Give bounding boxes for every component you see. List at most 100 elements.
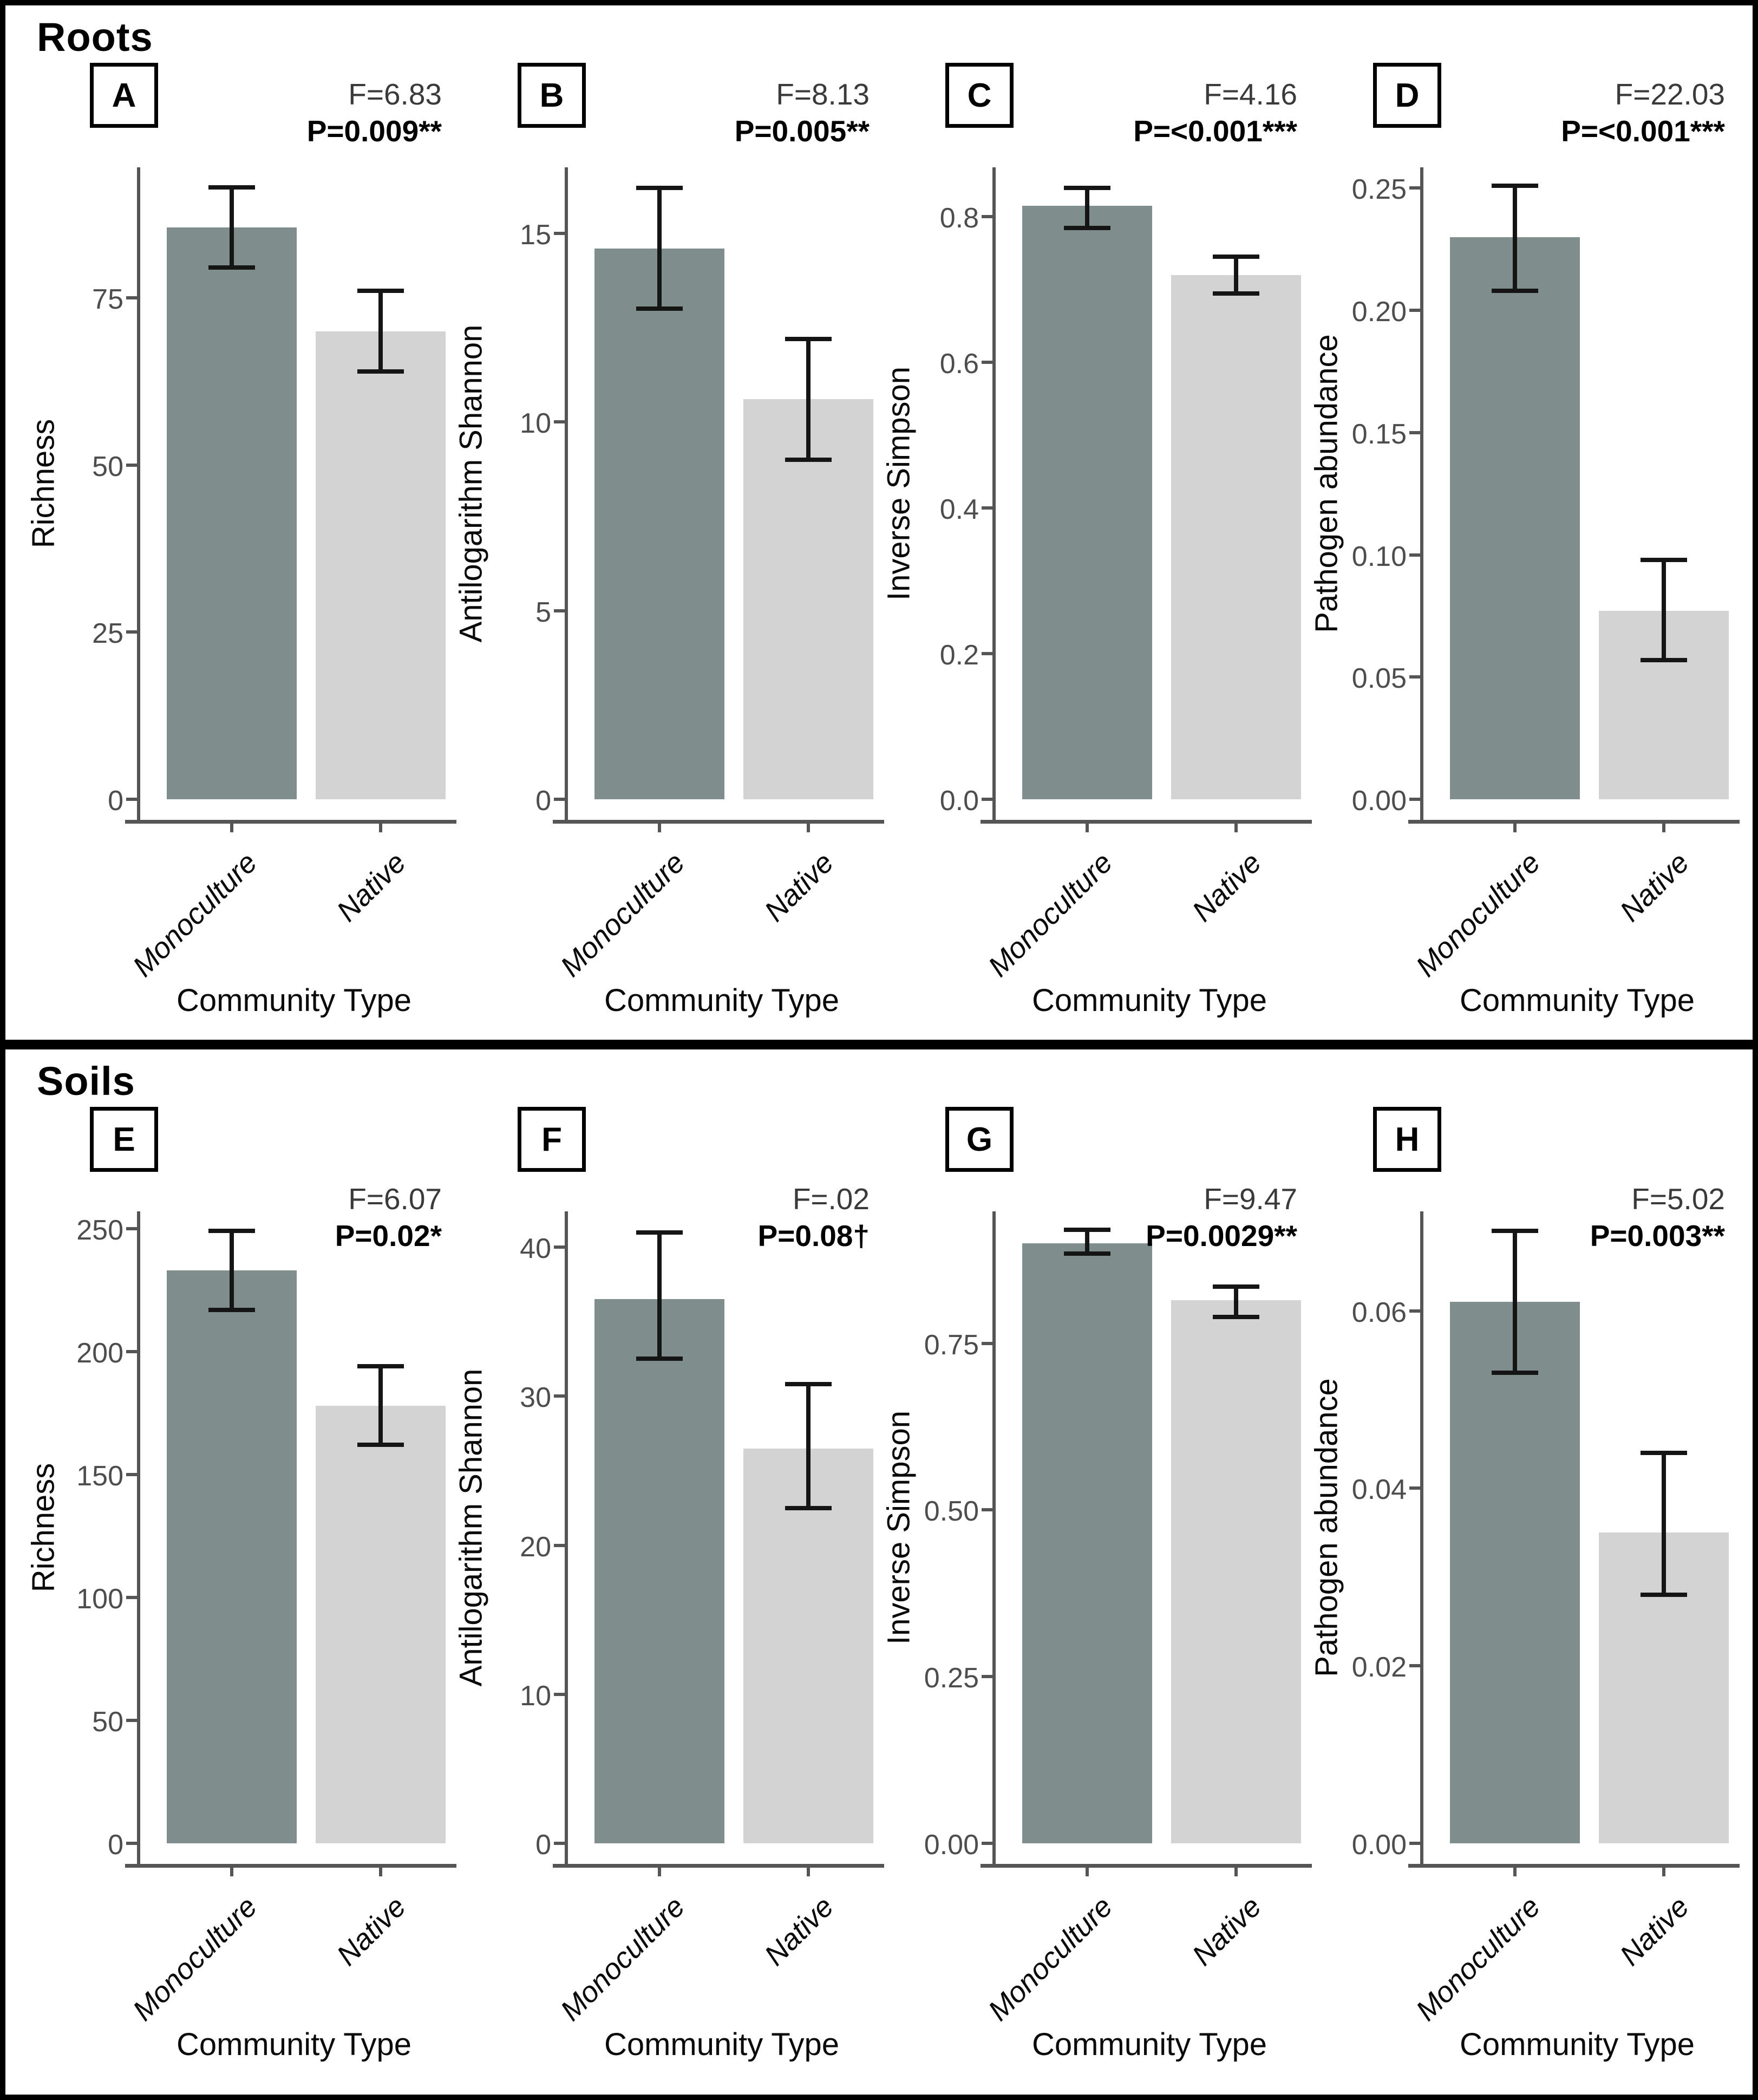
x-axis-line	[981, 820, 1312, 824]
y-tick-mark	[554, 1692, 565, 1696]
panel-label-box: B	[518, 63, 586, 128]
error-bar-cap-bottom	[1641, 1593, 1687, 1597]
x-axis-title: Community Type	[1031, 2027, 1267, 2062]
y-tick-mark	[982, 1341, 992, 1345]
y-tick-label: 50	[92, 451, 123, 482]
error-bar-stem	[806, 339, 811, 460]
p-value: P=0.08†	[757, 1219, 870, 1253]
y-tick-mark	[126, 1718, 137, 1722]
error-bar-cap-bottom	[1492, 288, 1538, 293]
error-bar-cap-top	[636, 186, 683, 191]
y-axis-line	[1420, 167, 1423, 824]
x-tick-label-monoculture: Monoculture	[1409, 846, 1547, 983]
y-tick-mark	[1409, 1309, 1420, 1313]
y-tick-mark	[1409, 431, 1420, 434]
x-axis-line	[125, 1864, 456, 1868]
panel-letter: H	[1395, 1120, 1420, 1158]
y-axis-line	[137, 1211, 140, 1868]
y-tick-mark	[1409, 309, 1420, 312]
x-tick-mark	[379, 1868, 382, 1876]
y-tick-mark	[1409, 675, 1420, 679]
x-tick-mark	[1086, 1868, 1089, 1876]
x-axis-line	[1408, 820, 1740, 824]
error-bar-cap-top	[785, 337, 832, 341]
x-axis-title: Community Type	[176, 983, 412, 1018]
panel-label-box: G	[945, 1107, 1014, 1172]
panel-letter: C	[967, 76, 992, 114]
y-tick-mark	[982, 506, 992, 510]
y-tick-mark	[982, 215, 992, 219]
x-tick-mark	[379, 824, 382, 832]
x-tick-mark	[807, 824, 810, 832]
y-axis-title: Inverse Simpson	[881, 366, 917, 601]
y-tick-mark	[1409, 1486, 1420, 1490]
x-tick-label-native: Native	[758, 1890, 840, 1972]
error-bar-stem	[657, 188, 662, 309]
bar-native	[316, 1405, 446, 1843]
panel-C: C F=4.16 P=<0.001*** Inverse Simpson 0.0 0.2 0…	[876, 62, 1312, 1036]
x-tick-label-monoculture: Monoculture	[1409, 1890, 1547, 2027]
y-tick-mark	[554, 609, 565, 612]
y-tick-mark	[1409, 798, 1420, 801]
y-tick-label: 200	[76, 1337, 123, 1369]
x-tick-label-monoculture: Monoculture	[982, 1890, 1119, 2027]
y-axis-title: Inverse Simpson	[881, 1410, 917, 1645]
section-title-soils: Soils	[37, 1059, 135, 1104]
panel-label-box: H	[1373, 1107, 1441, 1172]
y-tick-label: 0.25	[924, 1662, 979, 1694]
error-bar-cap-bottom	[1492, 1371, 1538, 1375]
y-tick-mark	[126, 296, 137, 299]
error-bar-cap-top	[1064, 185, 1110, 190]
y-tick-mark	[554, 1543, 565, 1547]
p-value: P=0.009**	[306, 114, 442, 148]
panel-letter: A	[112, 76, 136, 114]
y-tick-label: 25	[92, 618, 123, 650]
error-bar-cap-top	[1492, 1229, 1538, 1234]
error-bar-stem	[1234, 1287, 1238, 1317]
panel-H: H F=5.02 P=0.003** Pathogen abundance 0.00 0.…	[1304, 1106, 1740, 2081]
p-value: P=0.0029**	[1146, 1219, 1297, 1253]
bar-monoculture	[1022, 206, 1152, 799]
f-statistic: F=6.07	[348, 1182, 442, 1216]
error-bar-stem	[230, 187, 234, 268]
error-bar-cap-bottom	[785, 457, 832, 462]
y-axis-line	[992, 1211, 996, 1868]
y-tick-label: 0.10	[1351, 540, 1407, 572]
x-axis-line	[1408, 1864, 1740, 1868]
y-tick-label: 15	[520, 219, 551, 251]
y-tick-mark	[554, 420, 565, 424]
panel-letter: G	[966, 1120, 993, 1158]
x-tick-label-monoculture: Monoculture	[126, 846, 264, 983]
y-tick-label: 0.2	[939, 640, 979, 671]
error-bar-cap-top	[208, 1229, 255, 1234]
x-tick-mark	[658, 824, 661, 832]
y-tick-label: 0	[108, 1829, 123, 1861]
error-bar-stem	[230, 1231, 234, 1310]
y-tick-label: 0.25	[1351, 174, 1407, 206]
panel-label-box: F	[518, 1107, 586, 1172]
y-tick-label: 0.00	[1351, 785, 1407, 817]
x-axis-line	[981, 1864, 1312, 1868]
x-tick-label-monoculture: Monoculture	[554, 1890, 691, 2027]
bar-native	[743, 1448, 873, 1843]
y-tick-mark	[982, 361, 992, 364]
x-tick-mark	[658, 1868, 661, 1876]
y-axis-line	[565, 1211, 568, 1868]
error-bar-stem	[378, 1366, 383, 1445]
y-tick-label: 0.50	[924, 1496, 979, 1528]
f-statistic: F=4.16	[1204, 77, 1297, 111]
error-bar-cap-bottom	[1064, 225, 1110, 230]
x-tick-mark	[1662, 824, 1665, 832]
error-bar-cap-top	[208, 185, 255, 190]
error-bar-stem	[806, 1384, 811, 1508]
y-axis-title: Richness	[25, 1463, 61, 1592]
y-tick-mark	[554, 798, 565, 801]
section-roots: Roots A F=6.83 P=0.009** Richness 0 25 50 75 Mon…	[5, 5, 1753, 1040]
error-bar-cap-top	[1641, 557, 1687, 562]
y-tick-label: 0.02	[1351, 1652, 1407, 1684]
x-axis-line	[553, 1864, 884, 1868]
y-tick-label: 0.75	[924, 1329, 979, 1361]
y-tick-mark	[1409, 1842, 1420, 1845]
x-tick-label-native: Native	[330, 1890, 413, 1972]
y-axis-line	[565, 167, 568, 824]
